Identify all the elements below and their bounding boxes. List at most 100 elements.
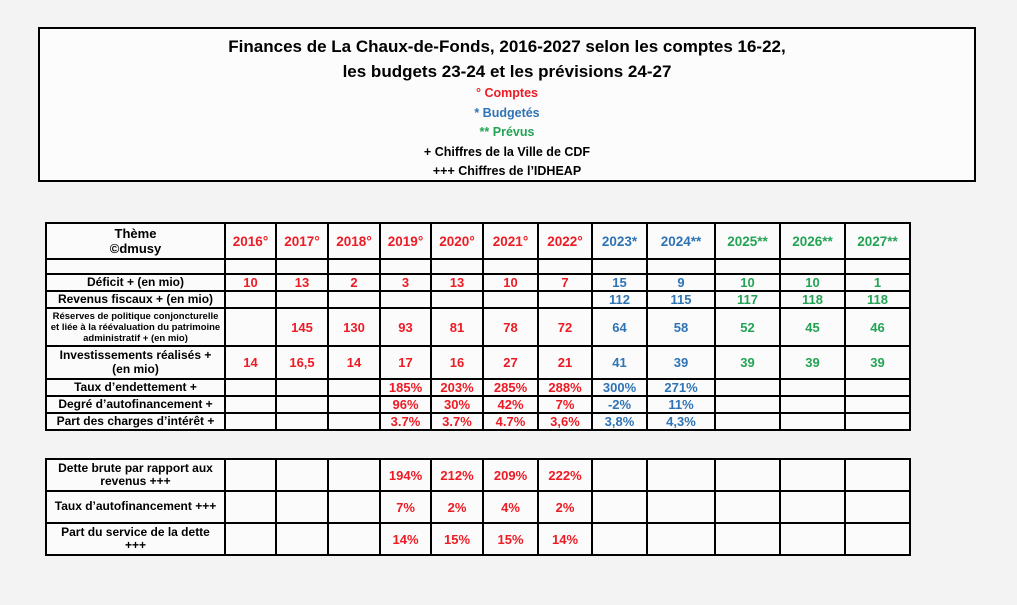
cell: [779, 522, 846, 556]
cell: [327, 522, 381, 556]
cell: [844, 395, 911, 414]
cell: [779, 412, 846, 431]
cell: 203%: [430, 378, 484, 397]
cell: 15%: [482, 522, 539, 556]
year-header: 2021°: [482, 222, 539, 260]
cell: [591, 258, 648, 275]
cell: 4%: [482, 490, 539, 524]
cell: [224, 258, 277, 275]
cell: 222%: [537, 458, 593, 492]
cell: 10: [224, 273, 277, 292]
cell: 130: [327, 307, 381, 347]
cell: 39: [646, 345, 716, 380]
row-label: Dette brute par rapport aux revenus +++: [45, 458, 226, 492]
cell: 46: [844, 307, 911, 347]
cell: [327, 490, 381, 524]
cell: 288%: [537, 378, 593, 397]
legend-chiffres-idheap: +++ Chiffres de l’IDHEAP: [432, 164, 582, 178]
cell: [714, 378, 781, 397]
row-label: Taux d’autofinancement +++: [45, 490, 226, 524]
cell: [537, 290, 593, 309]
cell: 118: [844, 290, 911, 309]
cell: [275, 290, 329, 309]
table-row: Part du service de la dette +++ 14% 15% 15%…: [45, 522, 911, 556]
cell: 10: [779, 273, 846, 292]
cell: 16,5: [275, 345, 329, 380]
cell: [275, 412, 329, 431]
cell: [591, 490, 648, 524]
row-label: Déficit + (en mio): [45, 273, 226, 292]
cell: [224, 378, 277, 397]
cell: 118: [779, 290, 846, 309]
cell: 14%: [379, 522, 432, 556]
cell: [224, 458, 277, 492]
cell: 14%: [537, 522, 593, 556]
table-row: Réserves de politique conjoncturelle et …: [45, 307, 911, 347]
cell: [537, 258, 593, 275]
theme-header: Thème ©dmusy: [45, 222, 226, 260]
table-row: Part des charges d’intérêt +3.7% 3.7% 4.7%…: [45, 412, 911, 431]
cell: 2%: [430, 490, 484, 524]
year-header: 2016°: [224, 222, 277, 260]
cell: 72: [537, 307, 593, 347]
cell: [844, 378, 911, 397]
cell: [327, 395, 381, 414]
cell: [844, 522, 911, 556]
cell: 117: [714, 290, 781, 309]
finance-table-upper: Thème ©dmusy 2016° 2017° 2018° 2019° 2020° 2021…: [45, 222, 911, 431]
row-label: [45, 258, 226, 275]
cell: 3.7%: [430, 412, 484, 431]
row-label: Part des charges d’intérêt +: [45, 412, 226, 431]
table-row: Déficit + (en mio) 10 13 2 3 13 10 7 15 9 10 10 1: [45, 273, 911, 292]
year-header: 2025**: [714, 222, 781, 260]
cell: [844, 412, 911, 431]
cell: 93: [379, 307, 432, 347]
cell: [224, 490, 277, 524]
cell: [779, 258, 846, 275]
row-label: Revenus fiscaux + (en mio): [45, 290, 226, 309]
legend-prevus: ** Prévus: [479, 125, 535, 139]
cell: 145: [275, 307, 329, 347]
year-header: 2017°: [275, 222, 329, 260]
cell: [779, 395, 846, 414]
cell: [779, 378, 846, 397]
cell: 81: [430, 307, 484, 347]
row-label: Taux d’endettement +: [45, 378, 226, 397]
cell: [714, 258, 781, 275]
row-label: Degré d’autofinancement +: [45, 395, 226, 414]
table-row: Degré d’autofinancement + 96% 30% 42% 7% -2% 1…: [45, 395, 911, 414]
cell: [379, 258, 432, 275]
cell: 58: [646, 307, 716, 347]
cell: 185%: [379, 378, 432, 397]
header-row: Thème ©dmusy 2016° 2017° 2018° 2019° 2020° 2021…: [45, 222, 911, 260]
cell: [327, 290, 381, 309]
cell: 3,8%: [591, 412, 648, 431]
cell: 15%: [430, 522, 484, 556]
cell: 13: [430, 273, 484, 292]
cell: [779, 458, 846, 492]
cell: 2%: [537, 490, 593, 524]
year-header: 2022°: [537, 222, 593, 260]
cell: 112: [591, 290, 648, 309]
cell: [844, 458, 911, 492]
cell: [275, 490, 329, 524]
cell: 9: [646, 273, 716, 292]
cell: [224, 307, 277, 347]
cell: [327, 258, 381, 275]
cell: [482, 290, 539, 309]
cell: 1: [844, 273, 911, 292]
table-row: Revenus fiscaux + (en mio) 112 115 117 118 11…: [45, 290, 911, 309]
row-label: Réserves de politique conjoncturelle et …: [45, 307, 226, 347]
cell: [224, 522, 277, 556]
cell: 39: [779, 345, 846, 380]
year-header: 2018°: [327, 222, 381, 260]
table-row: Investissements réalisés + (en mio) 14 16,…: [45, 345, 911, 380]
cell: 300%: [591, 378, 648, 397]
cell: 16: [430, 345, 484, 380]
cell: [275, 458, 329, 492]
cell: 7%: [379, 490, 432, 524]
cell: 7: [537, 273, 593, 292]
theme-credit: ©dmusy: [109, 241, 162, 256]
cell: [327, 412, 381, 431]
cell: 14: [327, 345, 381, 380]
